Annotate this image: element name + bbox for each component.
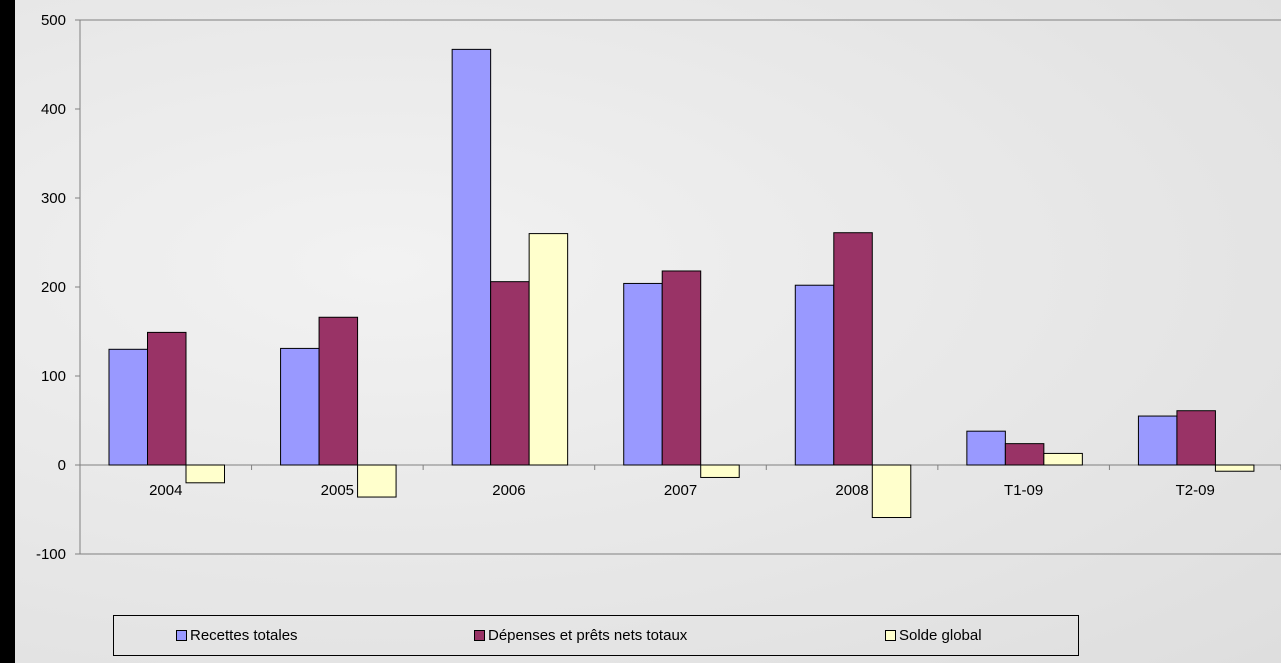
legend-swatch-recettes [176, 630, 187, 641]
legend-label-solde: Solde global [899, 627, 982, 644]
bar-d-penses-et-pr-ts-nets-totaux-t2-09 [1176, 410, 1216, 466]
bar-solde-global-t2-09 [1214, 464, 1255, 472]
x-tick-label: 2006 [492, 482, 525, 499]
x-tick-label: 2007 [664, 482, 697, 499]
bar-recettes-totales-2005 [280, 347, 320, 466]
legend-label-recettes: Recettes totales [190, 627, 298, 644]
bar-solde-global-t1-09 [1043, 452, 1083, 466]
x-tick-label: 2008 [835, 482, 868, 499]
chart-bars [108, 48, 1255, 519]
bar-recettes-totales-2007 [623, 282, 663, 466]
bar-recettes-totales-t1-09 [966, 430, 1006, 466]
y-tick-label: 300 [41, 190, 66, 207]
legend-item-recettes: Recettes totales [176, 627, 298, 644]
y-tick-label: 200 [41, 279, 66, 296]
bar-d-penses-et-pr-ts-nets-totaux-2004 [147, 331, 187, 466]
bar-solde-global-2008 [871, 464, 912, 519]
bar-d-penses-et-pr-ts-nets-totaux-2006 [490, 281, 530, 466]
bar-solde-global-2006 [528, 233, 569, 466]
bar-recettes-totales-2008 [794, 284, 835, 466]
bar-d-penses-et-pr-ts-nets-totaux-2007 [661, 270, 702, 466]
legend-label-depenses: Dépenses et prêts nets totaux [488, 627, 688, 644]
y-tick-label: 400 [41, 101, 66, 118]
bar-recettes-totales-2004 [108, 348, 148, 466]
x-tick-label: 2004 [149, 482, 182, 499]
bar-d-penses-et-pr-ts-nets-totaux-2008 [833, 232, 873, 466]
legend-swatch-depenses [474, 630, 485, 641]
bar-solde-global-2004 [185, 464, 225, 484]
x-tick-label: 2005 [321, 482, 354, 499]
x-tick-label: T1-09 [1004, 482, 1043, 499]
chart-legend: Recettes totales Dépenses et prêts nets … [113, 615, 1079, 656]
y-tick-label: 0 [58, 457, 66, 474]
x-tick-label: T2-09 [1176, 482, 1215, 499]
chart-labels: -100 0 100 200 300 400 500 2004 2005 2006 2007 2008… [36, 12, 1215, 563]
bar-solde-global-2005 [357, 464, 397, 498]
legend-item-solde: Solde global [885, 627, 982, 644]
bar-recettes-totales-2006 [451, 48, 492, 466]
bar-recettes-totales-t2-09 [1137, 415, 1178, 466]
left-border-bar [0, 0, 15, 663]
legend-item-depenses: Dépenses et prêts nets totaux [474, 627, 687, 644]
bar-solde-global-2007 [700, 464, 740, 478]
y-tick-label: 500 [41, 12, 66, 29]
bar-d-penses-et-pr-ts-nets-totaux-t1-09 [1004, 443, 1045, 466]
bar-d-penses-et-pr-ts-nets-totaux-2005 [318, 316, 359, 466]
legend-swatch-solde [885, 630, 896, 641]
y-tick-label: 100 [41, 368, 66, 385]
y-tick-label: -100 [36, 546, 66, 563]
